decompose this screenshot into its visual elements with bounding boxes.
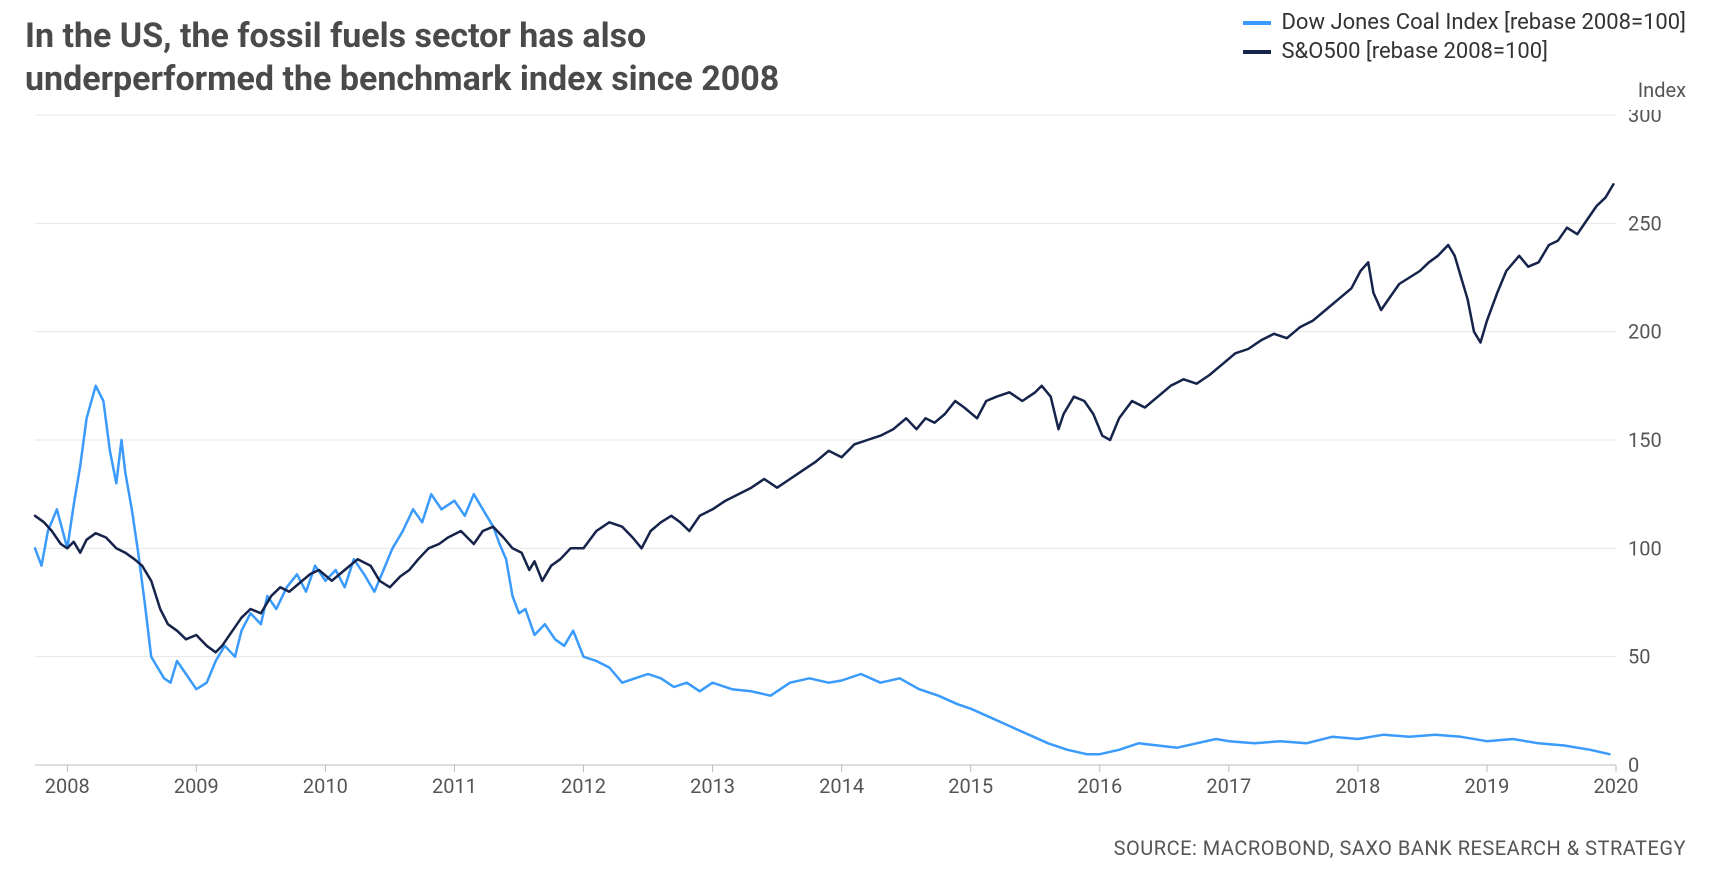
y-axis-title: Index <box>1638 78 1686 102</box>
chart-title: In the US, the fossil fuels sector has a… <box>25 15 779 100</box>
x-tick-label: 2013 <box>690 774 735 798</box>
x-tick-label: 2014 <box>819 774 864 798</box>
x-tick-label: 2017 <box>1206 774 1251 798</box>
x-tick-label: 2011 <box>432 774 477 798</box>
x-tick-label: 2012 <box>561 774 606 798</box>
chart-legend: Dow Jones Coal Index [rebase 2008=100] S… <box>1243 10 1686 68</box>
y-tick-label: 150 <box>1628 428 1662 452</box>
legend-label-sp500: S&O500 [rebase 2008=100] <box>1281 39 1547 64</box>
y-tick-label: 250 <box>1628 211 1662 235</box>
y-tick-label: 200 <box>1628 320 1662 344</box>
y-tick-label: 100 <box>1628 536 1662 560</box>
y-tick-label: 50 <box>1628 645 1650 669</box>
title-line1: In the US, the fossil fuels sector has a… <box>25 16 646 56</box>
line-chart: 0501001502002503002008200920102011201220… <box>25 110 1686 800</box>
x-tick-label: 2018 <box>1335 774 1380 798</box>
legend-item-coal: Dow Jones Coal Index [rebase 2008=100] <box>1243 10 1686 35</box>
x-tick-label: 2015 <box>948 774 993 798</box>
legend-swatch-coal <box>1243 21 1271 25</box>
legend-label-coal: Dow Jones Coal Index [rebase 2008=100] <box>1281 10 1686 35</box>
x-tick-label: 2010 <box>303 774 348 798</box>
x-tick-label: 2008 <box>45 774 90 798</box>
series-sp500 <box>35 184 1613 652</box>
x-tick-label: 2019 <box>1464 774 1509 798</box>
chart-source: SOURCE: MACROBOND, SAXO BANK RESEARCH & … <box>1114 836 1686 860</box>
title-line2: underperformed the benchmark index since… <box>25 59 779 99</box>
legend-swatch-sp500 <box>1243 50 1271 54</box>
x-tick-label: 2016 <box>1077 774 1122 798</box>
legend-item-sp500: S&O500 [rebase 2008=100] <box>1243 39 1686 64</box>
x-tick-label: 2009 <box>174 774 219 798</box>
y-tick-label: 300 <box>1628 110 1662 127</box>
chart-area: 0501001502002503002008200920102011201220… <box>25 110 1686 800</box>
x-tick-label: 2020 <box>1594 774 1639 798</box>
series-coal <box>35 386 1610 754</box>
